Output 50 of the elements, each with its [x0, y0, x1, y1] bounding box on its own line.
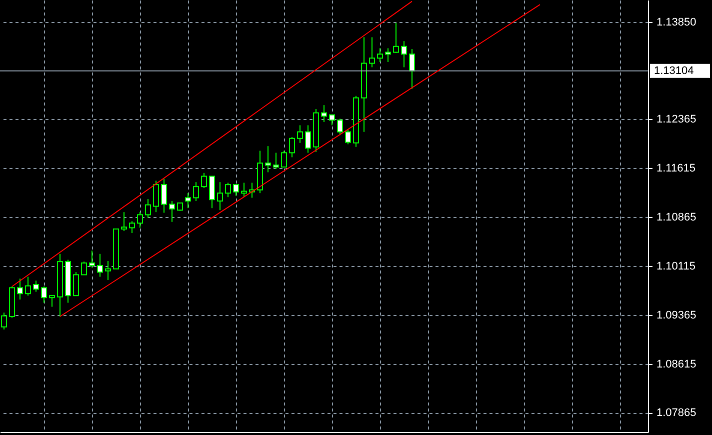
candlestick [401, 40, 407, 68]
candlestick [385, 48, 391, 62]
candlestick [305, 124, 311, 154]
candlestick [129, 220, 135, 234]
y-tick-label: 1.07865 [656, 407, 696, 420]
candlestick [89, 250, 95, 268]
y-tick-label: 1.10865 [656, 211, 696, 224]
candlestick [17, 278, 23, 300]
candlestick [273, 152, 279, 170]
candlestick [201, 172, 207, 188]
candlestick [145, 198, 151, 218]
candlestick [33, 280, 39, 292]
candlestick [281, 150, 287, 168]
candlestick [161, 178, 167, 214]
ref-line-label: 1.13104 [654, 64, 694, 77]
y-tick-label: 1.12365 [656, 114, 696, 126]
candlestick [153, 180, 159, 213]
candlestick [97, 253, 103, 278]
candlestick [73, 272, 79, 296]
candlestick [137, 212, 143, 228]
candlestick [225, 182, 231, 198]
candlestick [209, 176, 215, 209]
candlestick [49, 295, 55, 308]
candlestick [185, 192, 191, 209]
candlestick [329, 114, 335, 126]
candlestick [369, 36, 375, 68]
y-tick-label: 1.10115 [656, 260, 696, 272]
candlestick [25, 276, 31, 296]
candlestick [121, 212, 127, 232]
candlestick [217, 182, 223, 211]
candlestick [337, 118, 343, 136]
candlestick [297, 124, 303, 144]
candlestick [169, 200, 175, 222]
candlestick [265, 146, 271, 173]
candlestick [321, 104, 327, 123]
candlestick [81, 261, 87, 276]
y-tick-label: 1.11615 [656, 162, 696, 175]
candlestick [241, 182, 247, 198]
candlestick [393, 22, 399, 54]
candlestick [41, 286, 47, 304]
y-tick-label: 1.09365 [656, 309, 696, 322]
candlestick [409, 48, 415, 90]
candlestick [345, 128, 351, 145]
candlestick [105, 260, 111, 280]
candlestick [193, 182, 199, 202]
y-tick-label: 1.13850 [656, 16, 696, 29]
y-tick-label: 1.08615 [656, 358, 696, 370]
candlestick [377, 48, 383, 62]
candlestick [289, 136, 295, 158]
candlestick [233, 184, 239, 196]
